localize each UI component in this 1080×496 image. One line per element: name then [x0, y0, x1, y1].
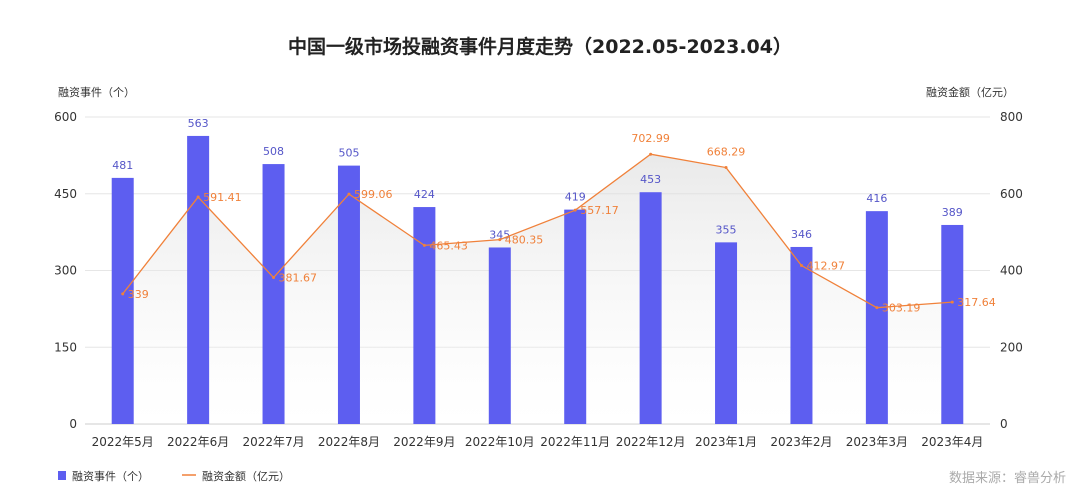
line-point-2022年10月 — [498, 238, 502, 242]
line-value-label: 591.41 — [203, 191, 242, 204]
line-value-label: 303.19 — [882, 302, 921, 315]
x-tick-label: 2023年2月 — [770, 435, 832, 449]
bar-value-label: 355 — [716, 223, 737, 236]
line-point-2022年5月 — [121, 292, 125, 296]
line-point-2022年11月 — [573, 208, 577, 212]
line-point-2023年2月 — [799, 264, 803, 268]
bar-2022年12月 — [639, 192, 662, 424]
bar-2023年4月 — [941, 224, 964, 424]
chart-title: 中国一级市场投融资事件月度走势（2022.05-2023.04） — [288, 36, 792, 58]
bar-value-label: 481 — [112, 159, 133, 172]
source-note: 数据来源：睿兽分析 — [948, 471, 1066, 486]
x-tick-label: 2022年8月 — [318, 435, 380, 449]
y-right-tick-label: 200 — [1000, 340, 1023, 354]
x-tick-label: 2022年12月 — [616, 435, 686, 449]
line-point-2022年6月 — [196, 195, 200, 199]
x-tick-label: 2022年11月 — [540, 435, 610, 449]
y-left-tick-label: 450 — [54, 187, 77, 201]
line-point-2023年4月 — [950, 300, 954, 304]
y-left-tick-label: 0 — [69, 417, 77, 431]
line-value-label: 317.64 — [957, 296, 996, 309]
bar-2022年11月 — [564, 209, 587, 424]
line-value-label: 702.99 — [631, 132, 670, 145]
x-tick-label: 2022年7月 — [242, 435, 304, 449]
y-left-tick-label: 600 — [54, 110, 77, 124]
x-tick-label: 2022年6月 — [167, 435, 229, 449]
bar-value-label: 563 — [188, 117, 209, 130]
line-point-2022年9月 — [422, 243, 426, 247]
bar-value-label: 505 — [338, 147, 359, 160]
x-tick-label: 2023年1月 — [695, 435, 757, 449]
line-value-label: 339 — [128, 288, 149, 301]
bar-2022年9月 — [413, 207, 436, 424]
bar-2022年10月 — [488, 247, 511, 424]
x-tick-label: 2022年10月 — [465, 435, 535, 449]
bar-value-label: 453 — [640, 173, 661, 186]
line-point-2022年7月 — [272, 276, 276, 280]
line-point-2023年3月 — [875, 306, 879, 310]
y-right-tick-label: 400 — [1000, 264, 1023, 278]
legend-swatch-bar — [58, 471, 66, 480]
line-value-label: 668.29 — [707, 146, 746, 159]
y-left-axis-label: 融资事件（个） — [58, 86, 135, 99]
y-right-tick-label: 0 — [1000, 417, 1008, 431]
bar-2022年8月 — [337, 165, 360, 424]
bar-2023年1月 — [715, 242, 738, 424]
legend-label-bar: 融资事件（个） — [72, 470, 149, 483]
y-right-axis-label: 融资金额（亿元） — [926, 85, 1014, 99]
x-tick-label: 2023年3月 — [846, 435, 908, 449]
line-value-label: 480.35 — [505, 234, 543, 247]
bar-2022年6月 — [187, 135, 210, 424]
y-left-tick-label: 300 — [54, 264, 77, 278]
bar-value-label: 416 — [866, 192, 887, 205]
y-right-tick-label: 800 — [1000, 110, 1023, 124]
y-left-tick-label: 150 — [54, 340, 77, 354]
line-point-2022年8月 — [347, 192, 351, 196]
bar-2022年7月 — [262, 164, 285, 424]
x-tick-label: 2022年9月 — [393, 435, 455, 449]
bar-2022年5月 — [111, 177, 134, 424]
x-tick-label: 2023年4月 — [921, 435, 983, 449]
line-point-2023年1月 — [724, 166, 728, 170]
bar-value-label: 419 — [565, 191, 586, 204]
legend-label-line: 融资金额（亿元） — [202, 469, 290, 483]
line-area-fill — [122, 154, 953, 424]
bar-value-label: 346 — [791, 228, 812, 241]
line-value-label: 412.97 — [806, 260, 845, 273]
line-value-label: 381.67 — [279, 272, 318, 285]
line-point-2022年12月 — [649, 152, 653, 156]
line-value-label: 599.06 — [354, 188, 393, 201]
line-series — [122, 153, 953, 309]
bar-2023年3月 — [865, 211, 888, 424]
bar-2023年2月 — [790, 246, 813, 424]
line-value-label: 465.43 — [429, 239, 468, 252]
x-tick-label: 2022年5月 — [92, 435, 154, 449]
bar-value-label: 508 — [263, 145, 284, 158]
line-value-label: 557.17 — [580, 204, 619, 217]
y-right-tick-label: 600 — [1000, 187, 1023, 201]
bar-value-label: 389 — [942, 206, 963, 219]
bar-value-label: 424 — [414, 188, 435, 201]
